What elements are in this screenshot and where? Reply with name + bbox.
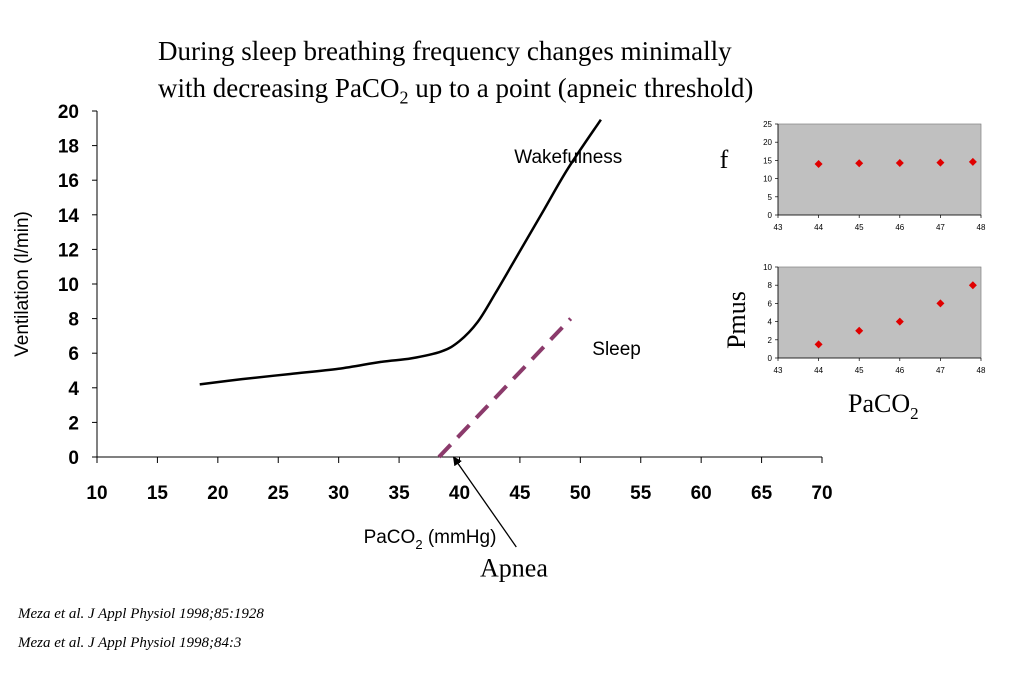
sleep-label: Sleep: [592, 339, 641, 360]
y-axis-label: Ventilation (l/min): [12, 211, 33, 357]
y-tick-label: 12: [58, 240, 79, 261]
inset-f-data-point: [968, 157, 977, 166]
inset-p-data-point: [968, 281, 977, 290]
inset-f-x-tick-label: 45: [855, 223, 864, 232]
title-line-2-rest: up to a point (apneic threshold): [408, 73, 754, 103]
x-axis-label-unit: (mmHg): [423, 527, 497, 548]
x-tick-label: 65: [751, 483, 773, 504]
inset-f-y-tick-label: 25: [763, 120, 772, 129]
inset-f-x-tick-label: 47: [936, 223, 945, 232]
inset-p-y-tick-label: 6: [768, 299, 773, 308]
x-tick-label: 55: [630, 483, 652, 504]
inset-p-x-tick-label: 46: [895, 366, 904, 375]
x-tick-label: 60: [691, 483, 712, 504]
x-tick-label: 15: [147, 483, 169, 504]
inset-p-data-point: [895, 317, 904, 326]
x-tick-label: 25: [268, 483, 290, 504]
inset-f-y-tick-label: 15: [763, 156, 772, 165]
inset-f-data-point: [936, 158, 945, 167]
y-tick-label: 20: [58, 102, 79, 123]
inset-f-x-tick-label: 46: [895, 223, 904, 232]
inset-f-x-tick-label: 48: [977, 223, 986, 232]
reference-2: Meza et al. J Appl Physiol 1998;84:3: [18, 635, 242, 651]
inset-x-label: PaCO2: [848, 389, 919, 423]
slide-title: During sleep breathing frequency changes…: [158, 33, 753, 116]
title-subscript: 2: [399, 87, 409, 108]
inset-f-x-tick-label: 43: [774, 223, 783, 232]
x-tick-label: 70: [811, 483, 832, 504]
inset-f-data-point: [895, 158, 904, 167]
inset-p-x-tick-label: 48: [977, 366, 986, 375]
inset-p-data-point: [936, 299, 945, 308]
inset-p-x-tick-label: 45: [855, 366, 864, 375]
title-line-1: During sleep breathing frequency changes…: [158, 36, 732, 66]
inset-pmus-y-label: Pmus: [722, 291, 751, 349]
inset-p-x-tick-label: 44: [814, 366, 823, 375]
inset-f-y-tick-label: 5: [768, 193, 773, 202]
inset-x-label-main: PaCO: [848, 389, 910, 418]
inset-p-y-tick-label: 8: [768, 281, 773, 290]
inset-f-data-point: [855, 159, 864, 168]
inset-p-data-point: [855, 326, 864, 335]
inset-f-y-tick-label: 10: [763, 175, 772, 184]
x-tick-label: 10: [86, 483, 107, 504]
x-axis-label-sub: 2: [415, 537, 422, 552]
x-tick-label: 30: [328, 483, 349, 504]
inset-p-x-tick-label: 43: [774, 366, 783, 375]
inset-p-plot-area: [777, 266, 982, 359]
inset-f-chart: 0 5 10 15 20 25 43 44 45 46 47 48 f: [720, 120, 986, 232]
inset-x-label-sub: 2: [910, 404, 919, 423]
x-tick-label: 50: [570, 483, 591, 504]
sleep-line: [437, 317, 573, 459]
y-tick-label: 6: [68, 344, 79, 365]
y-tick-label: 10: [58, 275, 79, 296]
title-line-2-text: with decreasing PaCO: [158, 73, 400, 103]
y-tick-label: 16: [58, 171, 79, 192]
x-tick-label: 40: [449, 483, 470, 504]
inset-p-x-tick-label: 47: [936, 366, 945, 375]
x-axis-label-main: PaCO: [364, 527, 416, 548]
apnea-label: Apnea: [480, 553, 548, 582]
wakefulness-line: [199, 118, 602, 386]
apnea-arrow: [452, 456, 517, 548]
title-line-2: with decreasing PaCO2 up to a point (apn…: [158, 70, 753, 116]
y-tick-label: 4: [68, 379, 79, 400]
inset-p-y-tick-label: 2: [768, 336, 773, 345]
inset-f-y-tick-label: 0: [768, 211, 773, 220]
inset-p-y-tick-label: 4: [768, 318, 773, 327]
inset-f-x-tick-label: 44: [814, 223, 823, 232]
x-tick-label: 45: [509, 483, 531, 504]
y-tick-label: 8: [68, 310, 79, 331]
inset-p-y-tick-label: 0: [768, 354, 773, 363]
inset-f-y-label: f: [720, 145, 729, 174]
inset-f-data-point: [814, 160, 823, 169]
x-tick-label: 20: [207, 483, 228, 504]
inset-p-data-point: [814, 340, 823, 349]
reference-1: Meza et al. J Appl Physiol 1998;85:1928: [18, 606, 264, 622]
y-tick-label: 2: [68, 413, 79, 434]
x-tick-label: 35: [389, 483, 411, 504]
inset-f-y-tick-label: 20: [763, 138, 772, 147]
x-axis-label: PaCO2 (mmHg): [364, 527, 497, 552]
inset-p-y-tick-label: 10: [763, 263, 772, 272]
y-tick-label: 18: [58, 137, 79, 158]
y-tick-label: 14: [58, 206, 80, 227]
wakefulness-label: Wakefulness: [514, 147, 622, 168]
y-tick-label: 0: [68, 448, 79, 469]
inset-f-plot-area: [777, 123, 982, 216]
